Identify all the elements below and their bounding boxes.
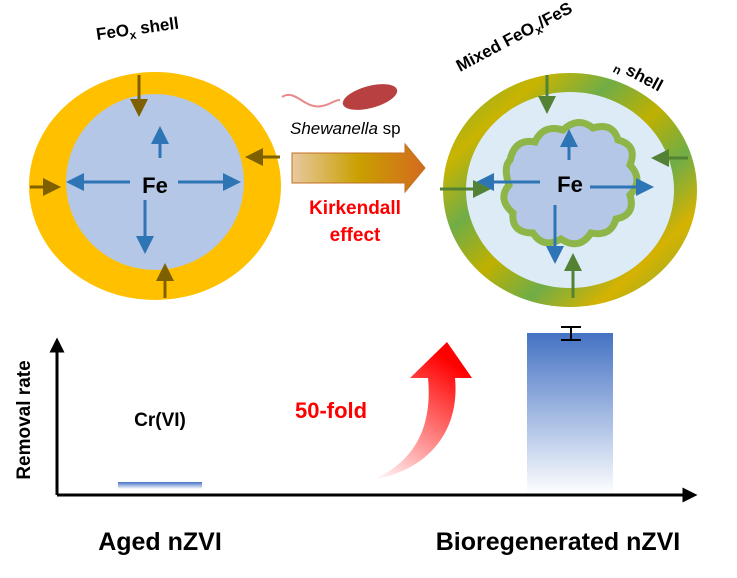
- kirkendall-label: Kirkendall: [309, 198, 401, 219]
- crvi-label: Cr(VI): [134, 410, 186, 431]
- aged-nzvi-particle: Fe FeOx shell: [29, 14, 281, 300]
- bioregenerated-nzvi-particle: Fe Mixed FeOx/FeS n shell: [440, 0, 697, 307]
- bacterium-icon: [281, 84, 398, 110]
- error-bar: [561, 326, 581, 341]
- transformation-arrow: [291, 142, 426, 194]
- organism-label: Shewanella sp: [290, 119, 401, 138]
- y-axis-label: Removal rate: [14, 360, 35, 479]
- process: Shewanella sp Kirkendall effect: [281, 84, 426, 246]
- fe-label: Fe: [557, 172, 583, 197]
- bar-bioregenerated-nzvi: [527, 333, 613, 495]
- fe-label: Fe: [142, 173, 168, 198]
- feox-shell-label: FeOx shell: [95, 14, 180, 47]
- effect-label: effect: [330, 225, 381, 246]
- bar-aged-nzvi: [118, 482, 202, 489]
- outward-diffusion-arrows: [476, 129, 654, 264]
- fe-core-shrunken: [500, 119, 641, 248]
- mixed-shell-label-part1: Mixed FeOx/FeS: [453, 0, 577, 78]
- fold-label: 50-fold: [295, 398, 367, 423]
- increase-arrow: [372, 342, 472, 480]
- fe-core: [66, 94, 244, 270]
- outward-diffusion-arrows: [66, 126, 241, 254]
- category-aged-nzvi: Aged nZVI: [98, 528, 222, 556]
- removal-rate-chart: Removal rate Cr(VI) 50-fold Aged nZVI Bi…: [14, 326, 698, 556]
- category-bioregenerated-nzvi: Bioregenerated nZVI: [436, 528, 681, 556]
- inward-diffusion-arrows: [440, 75, 688, 298]
- inward-diffusion-arrows: [30, 75, 280, 298]
